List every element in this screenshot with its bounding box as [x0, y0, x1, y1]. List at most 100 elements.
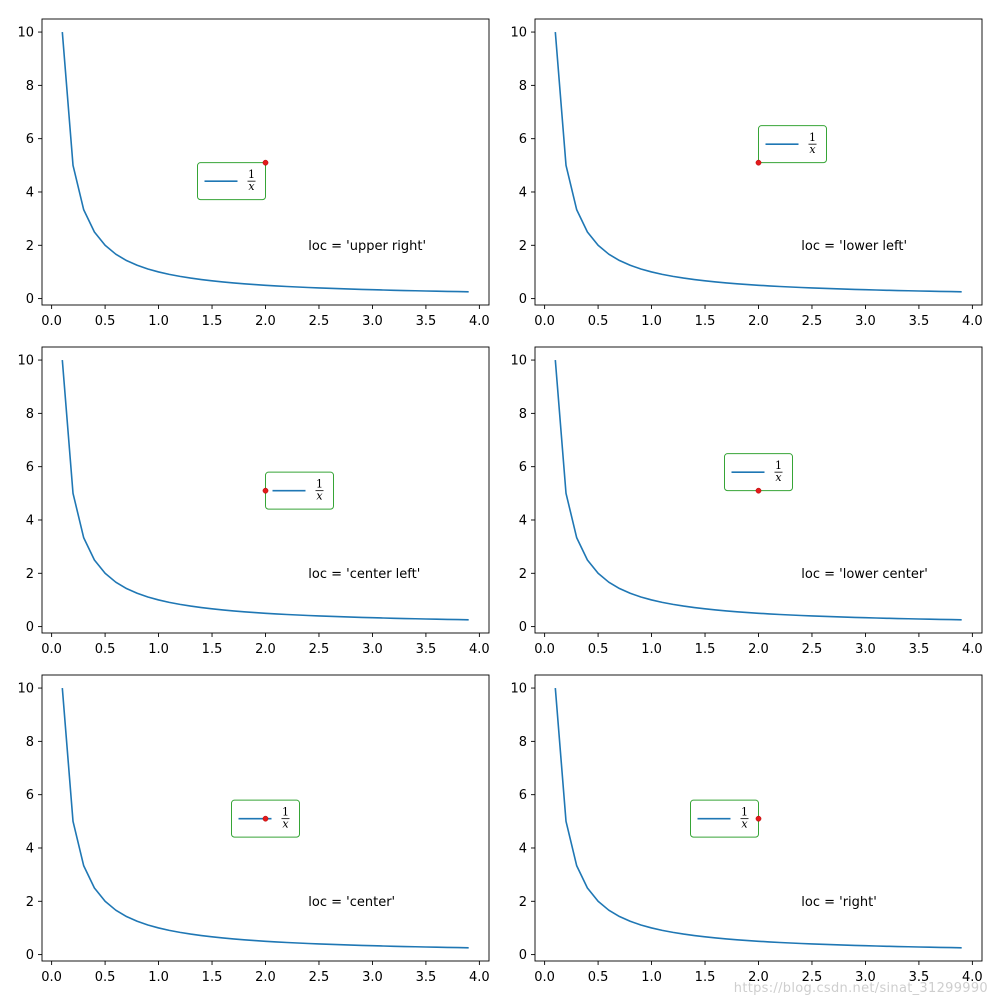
y-tick-label: 4 [26, 841, 34, 856]
y-tick-label: 0 [26, 620, 34, 635]
legend-label-denominator: x [282, 818, 289, 831]
legend: 1x [197, 162, 266, 201]
y-tick-label: 8 [519, 735, 527, 750]
legend: 1x [690, 799, 759, 838]
x-tick-label: 3.5 [416, 970, 437, 985]
legend: 1x [265, 471, 334, 510]
x-tick-label: 2.5 [802, 642, 823, 657]
x-tick-label: 2.0 [255, 642, 276, 657]
subplot-2: 0.0 0.5 1.0 1.5 2.0 2.5 3.0 3.5 4.0 0 2 4 6 8 10 loc = … [510, 18, 983, 329]
y-tick-label: 8 [26, 79, 34, 94]
legend-anchor-point [262, 815, 269, 822]
x-tick-label: 0.5 [588, 642, 609, 657]
y-tick-label: 10 [17, 26, 34, 41]
x-tick-label: 0.5 [588, 314, 609, 329]
x-tick-label: 1.0 [148, 314, 169, 329]
y-tick-label: 8 [519, 407, 527, 422]
legend-label-denominator: x [775, 471, 782, 484]
legend-label-denominator: x [248, 180, 255, 193]
series-line-1-over-x [554, 687, 962, 949]
subplot-6: 0.0 0.5 1.0 1.5 2.0 2.5 3.0 3.5 4.0 0 2 4 6 8 10 loc = … [510, 674, 983, 985]
x-tick-label: 3.0 [362, 314, 383, 329]
y-tick-label: 8 [519, 79, 527, 94]
subplot-5: 0.0 0.5 1.0 1.5 2.0 2.5 3.0 3.5 4.0 0 2 4 6 8 10 loc = … [17, 674, 490, 985]
x-tick-label: 4.0 [962, 642, 983, 657]
legend-label-denominator: x [316, 490, 323, 503]
y-tick-label: 0 [519, 948, 527, 963]
x-tick-label: 0.5 [95, 642, 116, 657]
y-tick-label: 6 [26, 132, 34, 147]
x-tick-label: 1.0 [148, 970, 169, 985]
x-tick-label: 1.0 [641, 970, 662, 985]
x-tick-label: 1.5 [202, 642, 223, 657]
y-tick-label: 6 [519, 460, 527, 475]
y-tick-label: 2 [519, 567, 527, 582]
legend-anchor-point [755, 815, 762, 822]
series-line-1-over-x [61, 359, 469, 621]
legend-label-numerator: 1 [809, 131, 816, 144]
y-tick-label: 10 [17, 354, 34, 369]
x-tick-label: 3.5 [909, 970, 930, 985]
y-tick-label: 2 [519, 239, 527, 254]
x-tick-label: 3.5 [909, 314, 930, 329]
subplot-4: 0.0 0.5 1.0 1.5 2.0 2.5 3.0 3.5 4.0 0 2 4 6 8 10 loc = … [510, 346, 983, 657]
legend-anchor-point [755, 159, 762, 166]
legend-anchor-point [755, 487, 762, 494]
legend-label-numerator: 1 [248, 168, 255, 181]
series-line-1-over-x [554, 359, 962, 621]
y-tick-label: 2 [26, 239, 34, 254]
x-tick-label: 3.0 [855, 314, 876, 329]
x-tick-label: 2.0 [748, 970, 769, 985]
x-tick-label: 1.0 [641, 642, 662, 657]
y-tick-label: 8 [26, 735, 34, 750]
x-tick-label: 1.0 [641, 314, 662, 329]
x-tick-label: 0.0 [534, 970, 555, 985]
y-tick-label: 4 [26, 185, 34, 200]
x-tick-label: 2.5 [309, 970, 330, 985]
x-tick-label: 3.0 [855, 642, 876, 657]
subplot-1: 0.0 0.5 1.0 1.5 2.0 2.5 3.0 3.5 4.0 0 2 4 6 8 10 loc = … [17, 18, 490, 329]
annotation-text: loc = 'center left' [308, 567, 420, 582]
x-tick-label: 3.0 [362, 642, 383, 657]
y-tick-label: 10 [510, 682, 527, 697]
x-tick-label: 0.0 [41, 642, 62, 657]
y-tick-label: 8 [26, 407, 34, 422]
x-tick-label: 4.0 [469, 642, 490, 657]
y-tick-label: 2 [26, 895, 34, 910]
x-tick-label: 0.5 [95, 314, 116, 329]
legend-label-numerator: 1 [775, 459, 782, 472]
legend-label-denominator: x [809, 143, 816, 156]
subplot-3: 0.0 0.5 1.0 1.5 2.0 2.5 3.0 3.5 4.0 0 2 4 6 8 10 loc = … [17, 346, 490, 657]
y-tick-label: 2 [519, 895, 527, 910]
y-tick-label: 0 [26, 292, 34, 307]
x-tick-label: 0.0 [534, 642, 555, 657]
x-tick-label: 0.0 [41, 314, 62, 329]
x-tick-label: 3.0 [362, 970, 383, 985]
annotation-text: loc = 'upper right' [308, 239, 426, 254]
x-tick-label: 1.5 [202, 970, 223, 985]
series-line-1-over-x [61, 31, 469, 293]
series-line-1-over-x [61, 687, 469, 949]
y-tick-label: 6 [26, 460, 34, 475]
series-line-1-over-x [554, 31, 962, 293]
legend-label-numerator: 1 [282, 806, 289, 819]
x-tick-label: 1.5 [695, 314, 716, 329]
legend-anchor-point [262, 159, 269, 166]
y-tick-label: 4 [26, 513, 34, 528]
y-tick-label: 0 [519, 620, 527, 635]
x-tick-label: 2.0 [255, 970, 276, 985]
x-tick-label: 2.5 [309, 642, 330, 657]
x-tick-label: 0.0 [534, 314, 555, 329]
x-tick-label: 4.0 [962, 970, 983, 985]
x-tick-label: 2.5 [802, 970, 823, 985]
y-tick-label: 10 [510, 354, 527, 369]
annotation-text: loc = 'right' [801, 895, 877, 910]
legend-label-denominator: x [741, 818, 748, 831]
x-tick-label: 1.5 [695, 970, 716, 985]
y-tick-label: 4 [519, 841, 527, 856]
x-tick-label: 1.0 [148, 642, 169, 657]
y-tick-label: 6 [519, 788, 527, 803]
x-tick-label: 3.5 [416, 642, 437, 657]
x-tick-label: 4.0 [469, 314, 490, 329]
annotation-text: loc = 'lower left' [801, 239, 907, 254]
